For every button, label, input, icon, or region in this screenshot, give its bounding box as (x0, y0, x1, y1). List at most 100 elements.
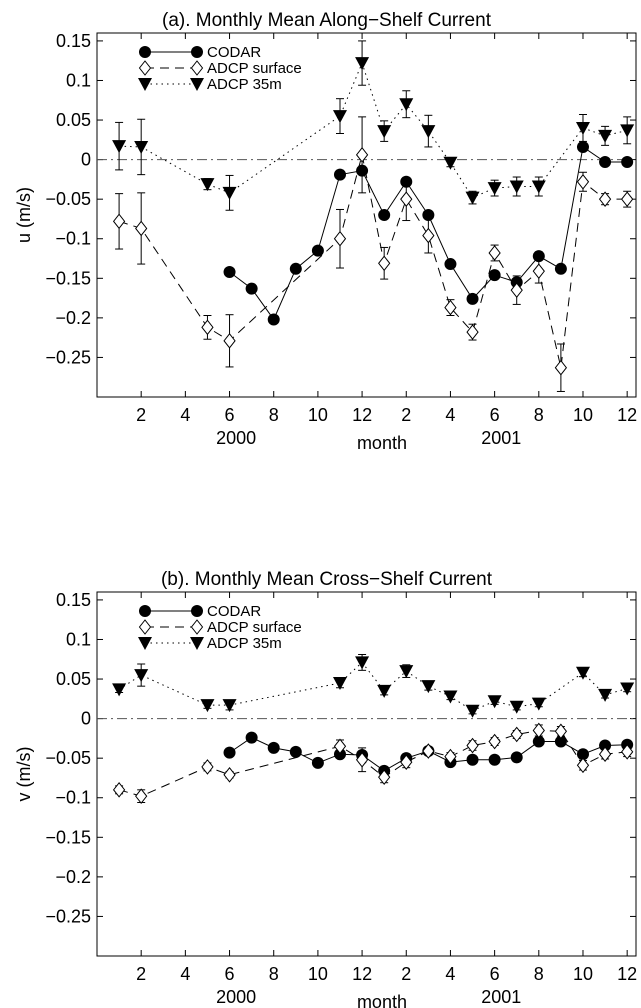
y-tick-label: 0 (81, 150, 91, 170)
data-point (598, 688, 613, 702)
legend-marker (138, 637, 152, 650)
year-label-2000: 2000 (216, 987, 256, 1007)
x-tick-label: 10 (573, 405, 593, 425)
data-point (267, 741, 280, 754)
x-tick-label: 8 (269, 964, 279, 984)
y-tick-label: 0.05 (56, 110, 91, 130)
y-tick-label: −0.05 (45, 748, 91, 768)
data-point (466, 753, 479, 766)
legend-label: ADCP 35m (207, 76, 282, 93)
data-point (289, 262, 302, 275)
data-point (222, 699, 237, 713)
data-point (598, 129, 613, 143)
y-tick-label: −0.25 (45, 906, 91, 926)
x-axis-label: month (357, 992, 407, 1008)
data-point (466, 737, 479, 754)
data-point (135, 220, 148, 237)
data-point (576, 140, 589, 153)
x-tick-label: 4 (445, 964, 455, 984)
x-tick-label: 2 (401, 964, 411, 984)
data-point (621, 155, 634, 168)
data-point (422, 743, 435, 759)
data-point (135, 788, 148, 804)
legend-label: ADCP 35m (207, 635, 282, 652)
data-point (245, 282, 258, 295)
x-tick-label: 4 (180, 964, 190, 984)
data-point (444, 299, 457, 316)
data-point (488, 269, 501, 282)
y-tick-label: 0.15 (56, 590, 91, 610)
year-label-2001: 2001 (481, 987, 521, 1007)
chart-title: (b). Monthly Mean Cross−Shelf Current (161, 569, 493, 590)
data-point (510, 282, 523, 298)
data-point (378, 255, 391, 272)
data-point (377, 684, 392, 698)
x-tick-label: 12 (617, 405, 637, 425)
data-point (554, 262, 567, 275)
legend-label: CODAR (207, 44, 261, 61)
chart-title: (a). Monthly Mean Along−Shelf Current (162, 10, 492, 31)
data-point (112, 782, 126, 798)
data-point (134, 140, 149, 154)
y-tick-label: −0.05 (45, 189, 91, 209)
y-tick-label: −0.2 (55, 867, 91, 887)
panel-b-cross-shelf: −0.25 −0.2 −0.15 −0.1 −0.05 0 0.05 0.1 0.15 2 4 6 8 1… (14, 569, 637, 1008)
data-point (112, 213, 126, 230)
series-adcp-surface (112, 722, 634, 804)
legend-marker (190, 637, 204, 650)
data-point (466, 324, 479, 340)
data-point (289, 745, 302, 758)
data-point (355, 57, 370, 71)
legend-label: ADCP surface (207, 619, 302, 636)
data-point (509, 180, 524, 194)
data-point (333, 230, 347, 247)
data-point (575, 666, 590, 680)
data-point (223, 746, 236, 759)
y-tick-label: −0.25 (45, 347, 91, 367)
x-tick-label: 6 (490, 405, 500, 425)
y-tick-label: −0.1 (55, 229, 91, 249)
y-tick-label: −0.15 (45, 268, 91, 288)
data-point (112, 140, 127, 154)
data-point (599, 739, 612, 752)
axes-frame (96, 32, 637, 398)
data-point (532, 735, 545, 748)
data-point (223, 766, 236, 783)
y-tick-label: 0.1 (66, 70, 91, 90)
data-point (200, 178, 215, 192)
data-point (531, 697, 546, 711)
x-axis-label: month (357, 433, 407, 453)
data-point (267, 313, 280, 326)
data-point (421, 125, 436, 139)
data-point (223, 333, 236, 349)
data-point (333, 168, 346, 181)
data-point (223, 265, 236, 278)
y-tick-label: 0 (81, 709, 91, 729)
data-point (620, 682, 635, 696)
data-point (621, 191, 634, 207)
data-point (487, 182, 502, 196)
data-point (554, 735, 567, 748)
x-tick-label: 4 (180, 405, 190, 425)
data-point (421, 680, 436, 694)
series-line (119, 61, 628, 199)
x-tick-label: 12 (617, 964, 637, 984)
x-tick-label: 2 (401, 405, 411, 425)
data-point (332, 677, 347, 690)
x-tick-label: 12 (352, 964, 372, 984)
data-point (487, 695, 502, 709)
data-point (377, 125, 392, 139)
data-point (554, 723, 568, 740)
data-point (201, 319, 214, 336)
legend-marker (191, 605, 203, 617)
data-point (444, 748, 457, 765)
data-point (466, 292, 479, 305)
series-line (118, 661, 628, 712)
data-point (355, 656, 370, 670)
data-point (598, 191, 612, 207)
data-point (332, 110, 347, 124)
data-point (311, 756, 324, 769)
